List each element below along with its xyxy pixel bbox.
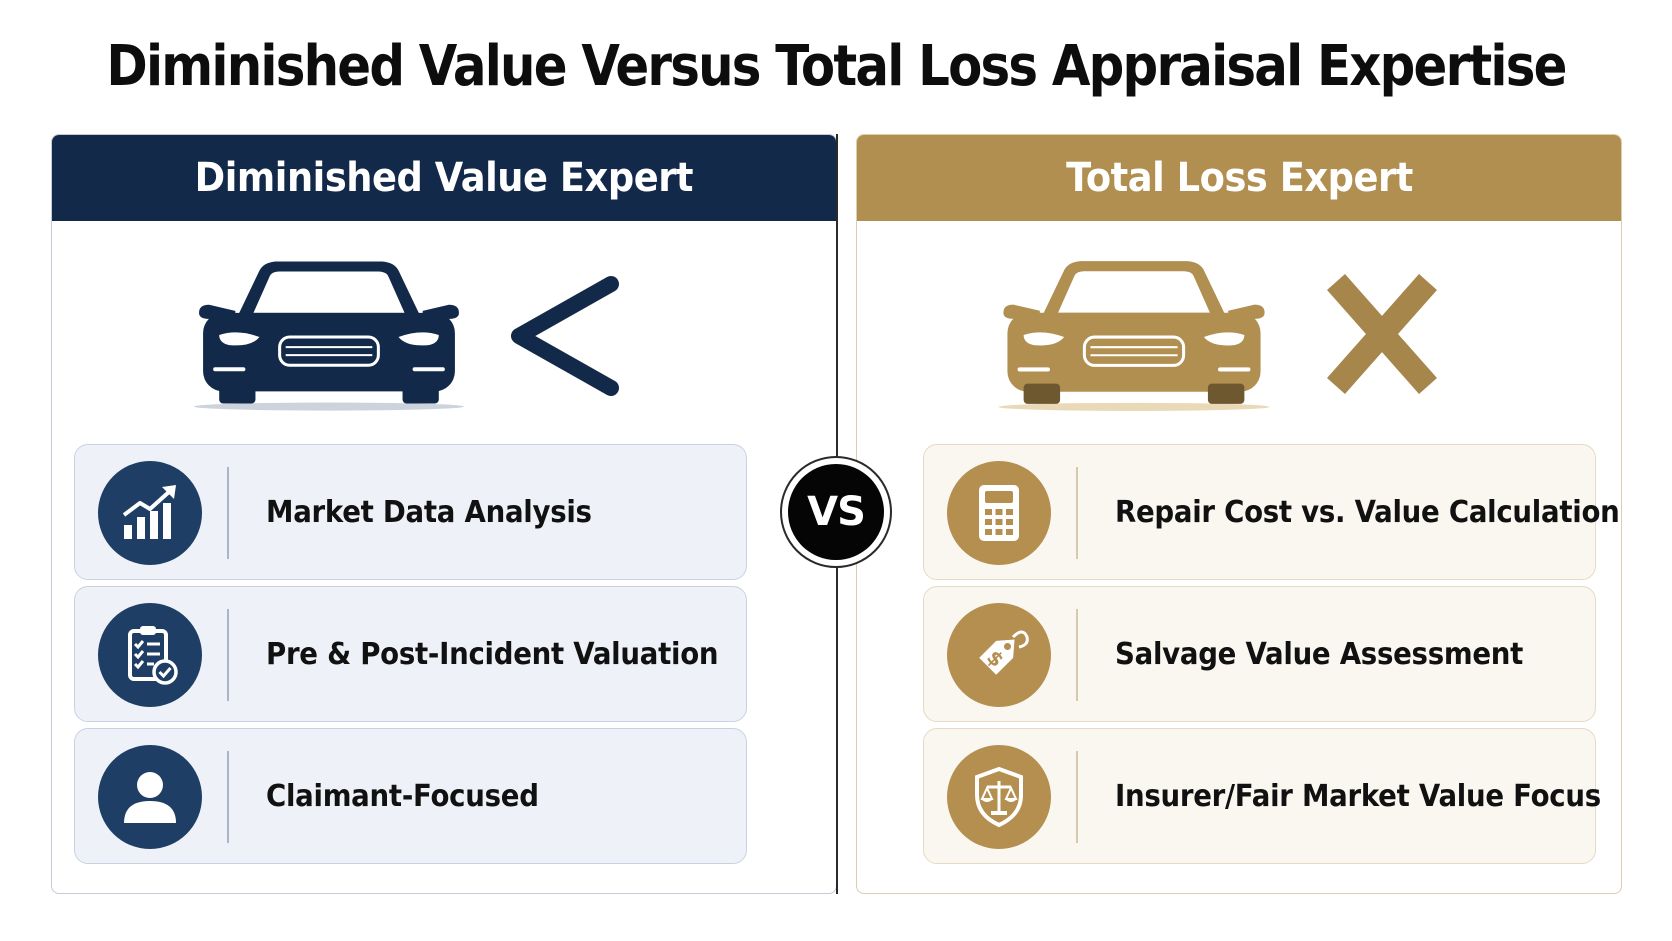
feature-card-salvage-value-assessment: $ Salvage Value Assessment xyxy=(923,586,1596,722)
feature-separator xyxy=(1076,467,1078,559)
feature-separator xyxy=(227,751,229,843)
feature-card-repair-cost-vs-value: Repair Cost vs. Value Calculation xyxy=(923,444,1620,580)
total-loss-header: Total Loss Expert xyxy=(857,135,1621,221)
person-icon xyxy=(98,745,202,849)
feature-label: Claimant-Focused xyxy=(266,778,539,814)
less-than-icon xyxy=(511,276,619,396)
vs-label: VS xyxy=(788,464,884,560)
feature-card-pre-post-incident-valuation: Pre & Post-Incident Valuation xyxy=(74,586,747,722)
vs-badge: VS xyxy=(780,456,892,568)
feature-separator xyxy=(227,609,229,701)
feature-separator xyxy=(1076,609,1078,701)
total-loss-heading: Total Loss Expert xyxy=(1065,155,1413,201)
car-front-icon xyxy=(998,261,1270,411)
feature-separator xyxy=(227,467,229,559)
price-tag-icon: $ xyxy=(947,603,1051,707)
feature-label: Insurer/Fair Market Value Focus xyxy=(1115,778,1601,814)
diminished-value-header: Diminished Value Expert xyxy=(52,135,836,221)
calculator-icon xyxy=(947,461,1051,565)
shield-scales-icon xyxy=(947,745,1051,849)
page-title: Diminished Value Versus Total Loss Appra… xyxy=(106,34,1567,99)
bar-chart-trend-icon xyxy=(98,461,202,565)
feature-label: Repair Cost vs. Value Calculation xyxy=(1115,494,1620,530)
feature-card-insurer-fair-market-value: Insurer/Fair Market Value Focus xyxy=(923,728,1601,864)
feature-label: Market Data Analysis xyxy=(266,494,592,530)
x-mark-icon xyxy=(1327,274,1437,394)
car-front-icon xyxy=(194,261,464,411)
feature-label: Pre & Post-Incident Valuation xyxy=(266,636,719,672)
feature-label: Salvage Value Assessment xyxy=(1115,636,1524,672)
feature-separator xyxy=(1076,751,1078,843)
feature-card-claimant-focused: Claimant-Focused xyxy=(74,728,747,864)
feature-card-market-data-analysis: Market Data Analysis xyxy=(74,444,747,580)
clipboard-checklist-icon xyxy=(98,603,202,707)
diminished-value-heading: Diminished Value Expert xyxy=(194,155,694,201)
